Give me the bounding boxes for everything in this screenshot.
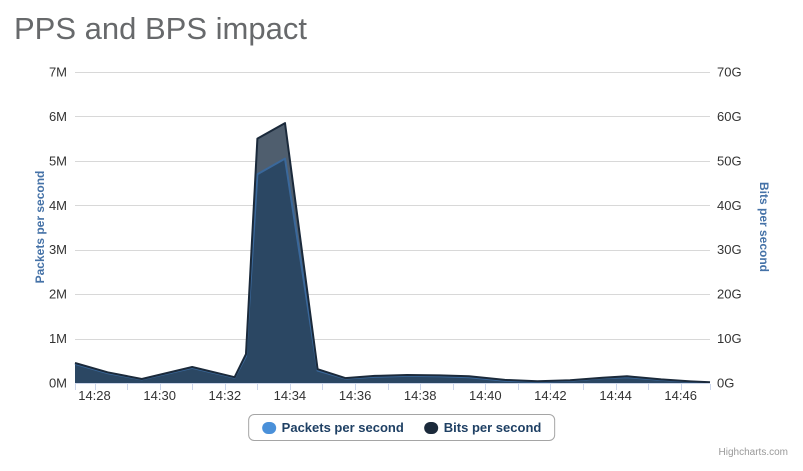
y-tick-label-left: 5M: [49, 153, 67, 168]
legend: Packets per second Bits per second: [247, 414, 556, 441]
x-tick-label: 14:42: [534, 388, 567, 403]
y-tick-label-right: 30G: [717, 242, 742, 257]
y-tick-label-right: 50G: [717, 153, 742, 168]
x-tick-label: 14:46: [664, 388, 697, 403]
highcharts-credit[interactable]: Highcharts.com: [718, 447, 788, 458]
x-tick-label: 14:40: [469, 388, 502, 403]
y-tick-label-right: 20G: [717, 287, 742, 302]
chart-title: PPS and BPS impact: [14, 11, 307, 46]
series-area-packets-per-second[interactable]: [75, 158, 710, 383]
x-tick-label: 14:28: [78, 388, 111, 403]
y-tick-label-left: 1M: [49, 331, 67, 346]
y-tick-label-left: 3M: [49, 242, 67, 257]
y-tick-label-left: 7M: [49, 65, 67, 80]
y-tick-label-right: 0G: [717, 376, 734, 391]
x-tick-label: 14:30: [143, 388, 176, 403]
y-tick-label-left: 4M: [49, 198, 67, 213]
legend-marker-bits-icon: [423, 421, 438, 434]
right-axis-title: Bits per second: [757, 181, 771, 273]
y-tick-label-right: 70G: [717, 65, 742, 80]
y-tick-label-left: 2M: [49, 287, 67, 302]
x-tick-label: 14:36: [339, 388, 372, 403]
left-axis-title: Packets per second: [33, 170, 47, 284]
x-tick-label: 14:38: [404, 388, 437, 403]
legend-item-bits-per-second[interactable]: Bits per second: [423, 420, 542, 435]
legend-item-packets-per-second[interactable]: Packets per second: [261, 420, 404, 435]
legend-label-packets: Packets per second: [281, 420, 404, 435]
y-tick-label-left: 6M: [49, 109, 67, 124]
legend-label-bits: Bits per second: [443, 420, 542, 435]
x-tick-label: 14:34: [274, 388, 307, 403]
x-tick-label: 14:44: [599, 388, 632, 403]
series-area-bits-per-second[interactable]: [75, 123, 710, 383]
y-tick-label-right: 60G: [717, 109, 742, 124]
y-tick-label-left: 0M: [49, 376, 67, 391]
y-tick-label-right: 10G: [717, 331, 742, 346]
series-line-packets-per-second[interactable]: [74, 157, 711, 384]
y-tick-label-right: 40G: [717, 198, 742, 213]
series-line-bits-per-second[interactable]: [74, 122, 711, 384]
legend-marker-packets-icon: [261, 421, 276, 434]
x-tick-label: 14:32: [209, 388, 242, 403]
